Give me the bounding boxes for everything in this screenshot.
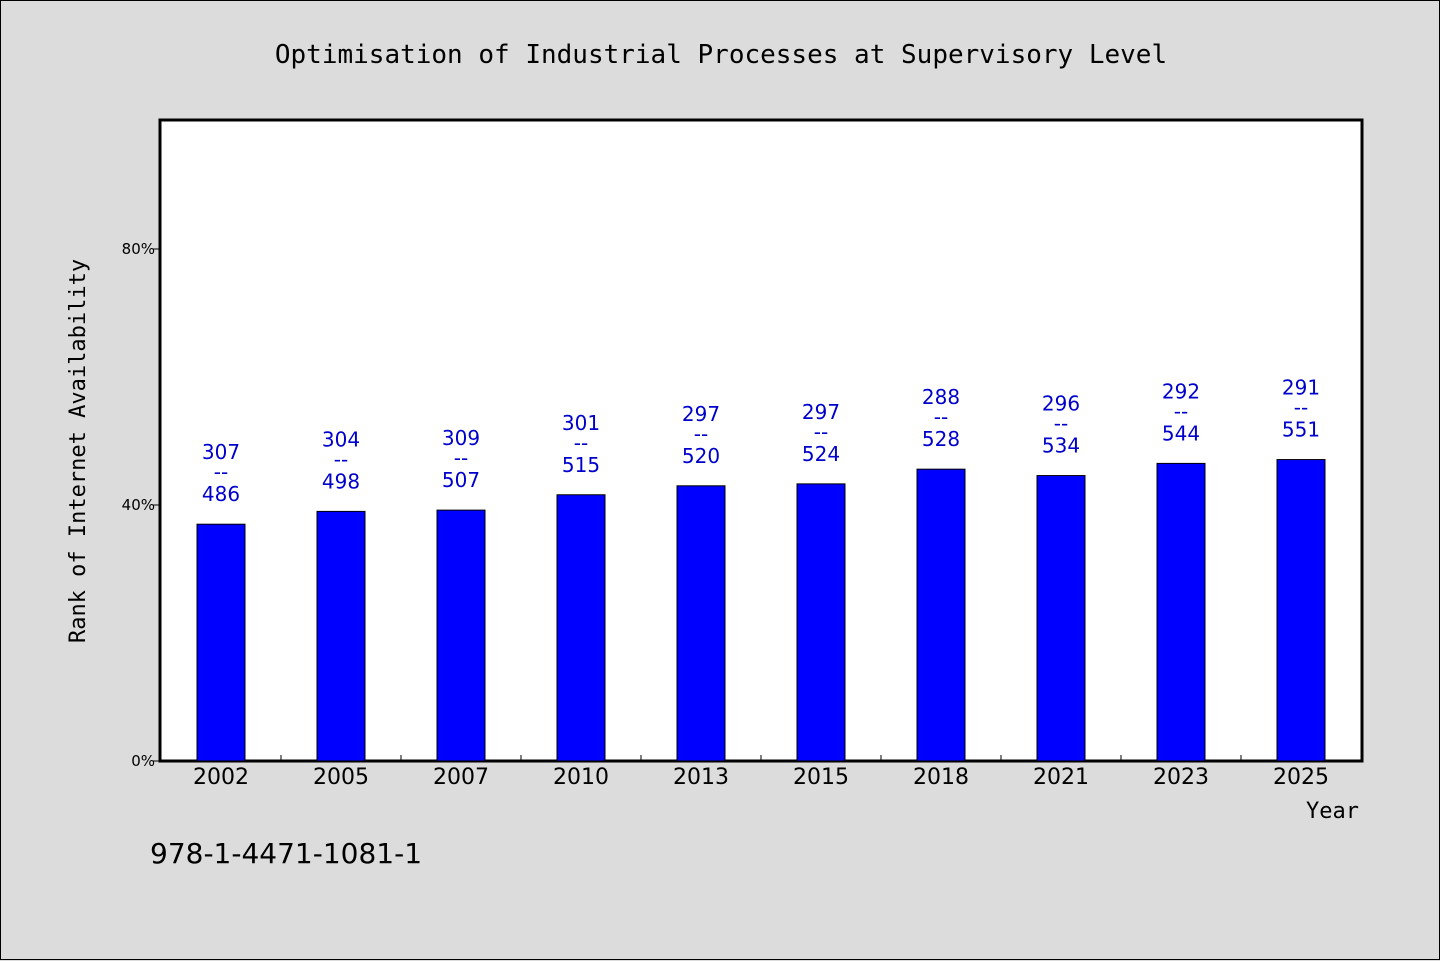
data-label-top-2015: 297 bbox=[802, 400, 840, 424]
bar-2010 bbox=[556, 494, 606, 762]
bar-2018 bbox=[916, 468, 966, 762]
data-label-top-2005: 304 bbox=[322, 427, 360, 451]
data-label-separator-2025: -- bbox=[1294, 396, 1308, 420]
data-label-separator-2002: -- bbox=[214, 460, 228, 484]
x-tick-label-2015: 2015 bbox=[793, 765, 849, 790]
bar-2005 bbox=[316, 510, 366, 762]
x-tick-label-2007: 2007 bbox=[433, 765, 489, 790]
data-label-separator-2010: -- bbox=[574, 431, 588, 455]
data-label-bottom-2015: 524 bbox=[802, 442, 840, 466]
y-axis-title: Rank of Internet Availability bbox=[66, 259, 91, 643]
chart-title: Optimisation of Industrial Processes at … bbox=[275, 40, 1167, 70]
bar-2007 bbox=[436, 509, 486, 762]
bar-2023 bbox=[1156, 462, 1206, 762]
y-tick-label-80: 80% bbox=[122, 240, 155, 258]
data-label-top-2007: 309 bbox=[442, 426, 480, 450]
data-label-top-2018: 288 bbox=[922, 385, 960, 409]
data-label-bottom-2010: 515 bbox=[562, 453, 600, 477]
x-tick-label-2025: 2025 bbox=[1273, 765, 1329, 790]
bars-group bbox=[196, 459, 1326, 762]
x-tick-label-2023: 2023 bbox=[1153, 765, 1209, 790]
x-tick-label-2021: 2021 bbox=[1033, 765, 1089, 790]
bar-2015 bbox=[796, 483, 846, 762]
y-tick-label-0: 0% bbox=[131, 752, 155, 770]
data-label-bottom-2023: 544 bbox=[1162, 421, 1200, 445]
data-label-separator-2007: -- bbox=[454, 446, 468, 470]
data-label-separator-2018: -- bbox=[934, 405, 948, 429]
data-labels-group: 307--486304--498309--507301--515297--520… bbox=[202, 376, 1320, 507]
data-label-separator-2013: -- bbox=[694, 422, 708, 446]
data-label-bottom-2002: 486 bbox=[202, 482, 240, 506]
x-tick-label-2013: 2013 bbox=[673, 765, 729, 790]
data-label-separator-2021: -- bbox=[1054, 412, 1068, 436]
data-label-bottom-2018: 528 bbox=[922, 427, 960, 451]
x-tick-label-2018: 2018 bbox=[913, 765, 969, 790]
y-tick-label-40: 40% bbox=[122, 496, 155, 514]
x-axis-tick-labels: 2002 2005 2007 2010 2013 2015 2018 2021 2023 2025 bbox=[193, 765, 1329, 790]
data-label-bottom-2021: 534 bbox=[1042, 434, 1080, 458]
data-label-top-2013: 297 bbox=[682, 402, 720, 426]
data-label-separator-2015: -- bbox=[814, 420, 828, 444]
data-label-top-2023: 292 bbox=[1162, 379, 1200, 403]
data-label-bottom-2005: 498 bbox=[322, 469, 360, 493]
x-tick-label-2010: 2010 bbox=[553, 765, 609, 790]
data-label-top-2010: 301 bbox=[562, 411, 600, 435]
x-axis-ticks bbox=[280, 755, 1242, 761]
data-label-bottom-2013: 520 bbox=[682, 444, 720, 468]
x-axis-title: Year bbox=[1306, 799, 1359, 824]
bar-2021 bbox=[1036, 475, 1086, 762]
data-label-separator-2023: -- bbox=[1174, 399, 1188, 423]
data-label-separator-2005: -- bbox=[334, 447, 348, 471]
data-label-bottom-2007: 507 bbox=[442, 468, 480, 492]
bar-2013 bbox=[676, 485, 726, 762]
bar-2002 bbox=[196, 523, 246, 762]
y-axis-ticks: 0% 40% 80% bbox=[122, 240, 161, 770]
data-label-top-2025: 291 bbox=[1282, 376, 1320, 400]
data-label-bottom-2025: 551 bbox=[1282, 418, 1320, 442]
x-tick-label-2005: 2005 bbox=[313, 765, 369, 790]
data-label-top-2021: 296 bbox=[1042, 392, 1080, 416]
data-label-top-2002: 307 bbox=[202, 440, 240, 464]
x-tick-label-2002: 2002 bbox=[193, 765, 249, 790]
bar-2025 bbox=[1276, 459, 1326, 762]
footnote-isbn: 978-1-4471-1081-1 bbox=[150, 837, 422, 870]
